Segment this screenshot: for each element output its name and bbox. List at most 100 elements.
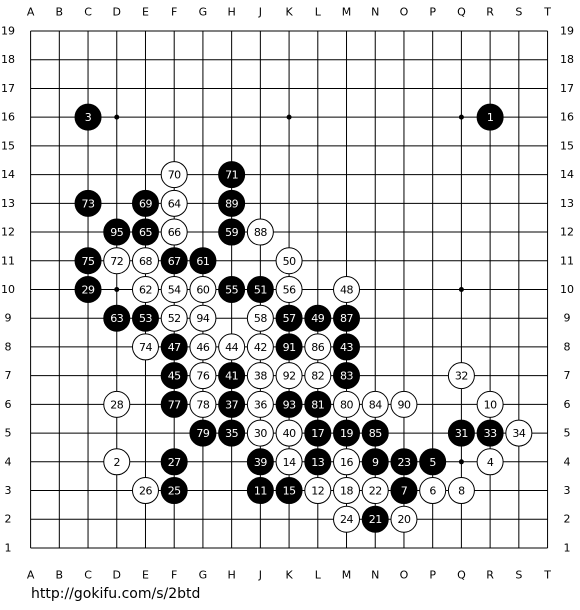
row-label: 1	[564, 541, 571, 554]
black-stone	[218, 189, 246, 217]
white-stone	[160, 275, 188, 303]
move-number: 45	[168, 370, 181, 383]
column-label: B	[56, 569, 64, 582]
move-number: 32	[455, 370, 468, 383]
move-number: 26	[139, 485, 152, 498]
column-label: M	[342, 6, 352, 19]
row-label: 10	[1, 283, 15, 296]
black-stone	[390, 477, 418, 505]
move-number: 68	[139, 255, 152, 268]
column-label: Q	[457, 569, 466, 582]
black-stone	[218, 419, 246, 447]
move-number: 14	[283, 456, 296, 469]
column-label: J	[258, 569, 262, 582]
white-stone	[160, 304, 188, 332]
black-stone	[304, 304, 332, 332]
row-label: 11	[1, 254, 15, 267]
move-number: 33	[484, 427, 497, 440]
move-number: 22	[369, 485, 382, 498]
white-stone	[189, 304, 217, 332]
move-number: 72	[110, 255, 123, 268]
white-stone	[131, 477, 159, 505]
move-number: 65	[139, 226, 152, 239]
row-label: 8	[5, 340, 12, 353]
black-stone	[246, 275, 274, 303]
move-number: 11	[254, 485, 267, 498]
move-number: 25	[168, 485, 181, 498]
white-stone	[131, 275, 159, 303]
move-number: 43	[340, 341, 353, 354]
black-stone	[333, 304, 361, 332]
row-label: 3	[564, 484, 571, 497]
column-label: C	[84, 569, 92, 582]
star-point	[114, 286, 120, 292]
white-stone	[304, 333, 332, 361]
black-stone	[304, 448, 332, 476]
row-label: 4	[5, 455, 12, 468]
move-number: 29	[82, 283, 95, 296]
star-point	[114, 114, 120, 120]
move-number: 92	[283, 370, 296, 383]
row-label: 19	[1, 25, 15, 38]
move-number: 93	[283, 398, 296, 411]
move-number: 46	[196, 341, 209, 354]
move-number: 41	[225, 370, 238, 383]
move-number: 50	[283, 255, 296, 268]
white-stone	[246, 362, 274, 390]
column-label: D	[113, 569, 121, 582]
move-number: 23	[397, 456, 410, 469]
black-stone	[131, 218, 159, 246]
move-number: 4	[487, 456, 494, 469]
white-stone	[333, 505, 361, 533]
move-number: 10	[484, 398, 497, 411]
move-number: 76	[196, 370, 209, 383]
move-number: 9	[372, 456, 379, 469]
row-label: 9	[564, 312, 571, 325]
source-url[interactable]: http://gokifu.com/s/2btd	[31, 586, 200, 602]
black-stone	[476, 103, 504, 131]
column-label: G	[199, 6, 208, 19]
white-stone	[361, 390, 389, 418]
black-stone	[131, 304, 159, 332]
column-label: S	[515, 6, 522, 19]
black-stone	[361, 448, 389, 476]
white-stone	[275, 275, 303, 303]
column-label: E	[142, 6, 149, 19]
black-stone	[74, 247, 102, 275]
row-label: 15	[1, 139, 15, 152]
column-label: S	[515, 569, 522, 582]
white-stone	[160, 189, 188, 217]
white-stone	[103, 448, 131, 476]
move-number: 86	[311, 341, 324, 354]
row-label: 16	[1, 111, 15, 124]
white-stone	[275, 419, 303, 447]
black-stone	[333, 362, 361, 390]
move-number: 90	[397, 398, 410, 411]
white-stone	[103, 390, 131, 418]
column-label: T	[543, 6, 551, 19]
move-number: 40	[283, 427, 296, 440]
move-number: 20	[397, 513, 410, 526]
white-stone	[189, 362, 217, 390]
row-label: 9	[5, 312, 12, 325]
white-stone	[390, 390, 418, 418]
move-number: 48	[340, 283, 353, 296]
black-stone	[74, 189, 102, 217]
row-label: 18	[1, 53, 15, 66]
row-label: 1	[5, 541, 12, 554]
column-label: F	[171, 569, 177, 582]
white-stone	[476, 390, 504, 418]
move-number: 52	[168, 312, 181, 325]
row-label: 13	[560, 197, 574, 210]
black-stone	[74, 103, 102, 131]
white-stone	[246, 390, 274, 418]
black-stone	[218, 161, 246, 189]
row-label: 19	[560, 25, 574, 38]
row-label: 6	[564, 398, 571, 411]
move-number: 8	[458, 485, 465, 498]
black-stone	[390, 448, 418, 476]
move-number: 31	[455, 427, 468, 440]
move-number: 61	[196, 255, 209, 268]
white-stone	[131, 333, 159, 361]
